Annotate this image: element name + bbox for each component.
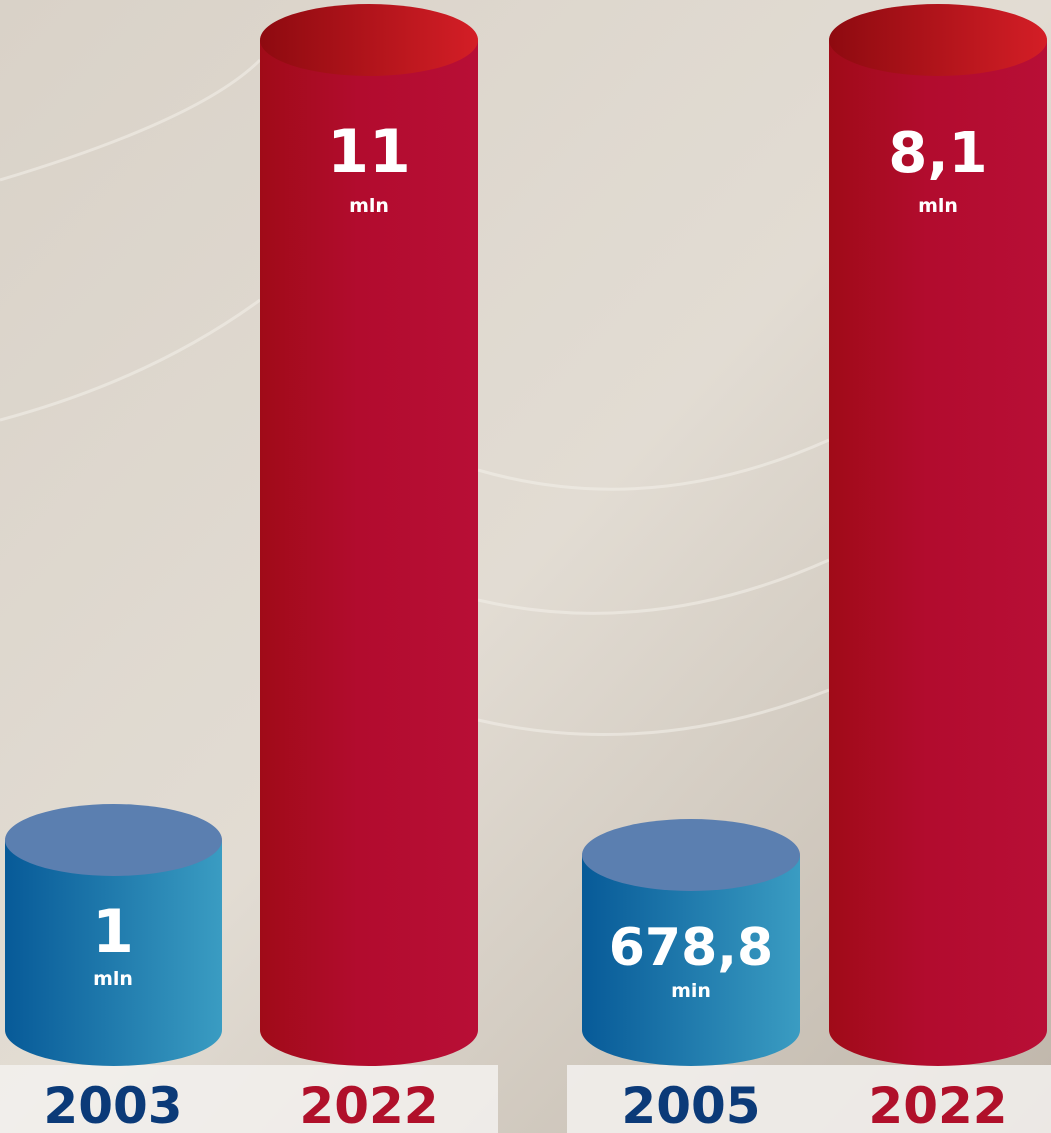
cylinder	[5, 804, 222, 1066]
unit: mln	[349, 195, 389, 217]
unit: mln	[918, 195, 958, 217]
year: 2022	[299, 1077, 438, 1133]
unit: mln	[93, 968, 133, 990]
value: 1	[92, 897, 134, 967]
cylinder	[260, 4, 478, 1066]
cylinder	[829, 4, 1047, 1066]
year: 2005	[621, 1077, 760, 1133]
value: 11	[327, 117, 411, 187]
unit: min	[671, 980, 711, 1002]
cylinder	[582, 819, 800, 1066]
year: 2022	[868, 1077, 1007, 1133]
year: 2003	[43, 1077, 182, 1133]
value: 8,1	[888, 121, 987, 186]
background-texture	[0, 58, 830, 737]
year-strip	[0, 1065, 498, 1133]
year-strip	[567, 1065, 1051, 1133]
value: 678,8	[609, 918, 773, 978]
